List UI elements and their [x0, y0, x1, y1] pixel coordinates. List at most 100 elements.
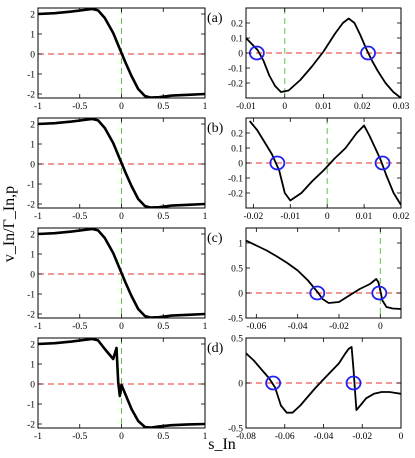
y-tick-label: 0 — [30, 381, 35, 391]
y-tick-label: 2 — [30, 341, 35, 351]
y-tick-label: -2 — [27, 311, 35, 321]
x-tick-label: 0 — [282, 102, 287, 112]
y-tick-label: -0.1 — [228, 175, 243, 185]
y-tick-label: 0 — [238, 50, 243, 60]
y-tick-label: -2 — [27, 91, 35, 101]
panel-label: (d) — [207, 341, 224, 356]
y-tick-label: -0.2 — [228, 80, 243, 90]
x-tick-label: 1 — [203, 432, 208, 442]
x-tick-label: -0.02 — [352, 432, 372, 442]
y-tick-label: -0.5 — [228, 315, 243, 325]
series-line — [249, 120, 401, 206]
fixed-point-marker — [360, 45, 376, 61]
x-tick-label: -0.08 — [236, 432, 256, 442]
x-tick-label: -0.01 — [236, 102, 256, 112]
fixed-point-marker — [345, 375, 362, 391]
x-tick-label: -0.01 — [280, 212, 300, 222]
x-tick-label: 0.01 — [356, 212, 373, 222]
x-tick-label: -1 — [34, 432, 42, 442]
x-tick-label: 1 — [203, 102, 208, 112]
series-line — [38, 338, 205, 428]
y-tick-label: 0.5 — [231, 265, 243, 275]
series-line — [38, 118, 205, 208]
x-tick-label: 0.5 — [157, 432, 169, 442]
panel-right-4: -0.08 -0.06 -0.04 -0.02 0 -0.5 0 0.5 (d) — [207, 335, 404, 443]
x-tick-label: 0 — [399, 432, 404, 442]
y-tick-label: 0 — [238, 160, 243, 170]
panel-label: (a) — [207, 11, 223, 26]
y-tick-label: 0 — [30, 271, 35, 281]
x-tick-label: 0 — [119, 212, 124, 222]
y-tick-label: 1 — [30, 31, 35, 41]
fixed-point-marker — [371, 285, 388, 301]
x-tick-label: -1 — [34, 212, 42, 222]
x-tick-label: -0.02 — [329, 322, 349, 332]
x-tick-label: -0.5 — [72, 212, 87, 222]
y-tick-label: 0.5 — [231, 335, 243, 345]
x-tick-label: 0.02 — [354, 102, 371, 112]
y-tick-label: -0.2 — [228, 190, 243, 200]
x-tick-label: -0.06 — [275, 432, 295, 442]
y-tick-label: 1 — [238, 240, 243, 250]
x-tick-label: 1 — [203, 322, 208, 332]
series-line — [246, 17, 401, 98]
x-tick-label: 0.5 — [157, 102, 169, 112]
x-tick-label: -0.04 — [288, 322, 308, 332]
y-tick-label: 1 — [30, 361, 35, 371]
y-tick-label: 2 — [30, 231, 35, 241]
x-tick-label: 0 — [119, 432, 124, 442]
y-tick-label: 1 — [30, 251, 35, 261]
y-tick-label: 0.1 — [231, 145, 243, 155]
y-tick-label: 0 — [30, 161, 35, 171]
fixed-point-marker — [374, 155, 391, 171]
y-tick-label: 0.2 — [231, 20, 243, 30]
x-tick-label: 0.5 — [157, 212, 169, 222]
x-tick-label: -1 — [34, 322, 42, 332]
y-tick-label: 0 — [238, 290, 243, 300]
fixed-point-marker — [265, 375, 282, 391]
y-axis-label: v_In/Γ_In,p — [1, 186, 18, 262]
x-tick-label: 0.03 — [393, 102, 410, 112]
y-tick-label: -2 — [27, 421, 35, 431]
y-tick-label: 2 — [30, 11, 35, 21]
x-tick-label: 0.01 — [315, 102, 332, 112]
y-tick-label: 0.1 — [231, 35, 243, 45]
x-axis-label: s_In — [208, 436, 236, 453]
series-line — [38, 8, 205, 98]
series-line — [246, 346, 401, 414]
panel-right-3: -0.06 -0.04 -0.02 0 -0.5 0 0.5 1 (c) — [207, 227, 402, 332]
y-tick-label: 0.2 — [231, 130, 243, 140]
y-tick-label: 0 — [238, 380, 243, 390]
x-tick-label: 0.5 — [157, 322, 169, 332]
y-tick-label: 1 — [30, 141, 35, 151]
y-tick-label: -0.1 — [228, 65, 243, 75]
x-tick-label: -0.02 — [243, 212, 263, 222]
y-tick-label: -1 — [27, 401, 35, 411]
y-tick-label: 0 — [30, 51, 35, 61]
x-tick-label: 1 — [203, 212, 208, 222]
panel-right-2: -0.02 -0.01 0 0.01 0.02 -0.2 -0.1 0 0.1 0.2 (b) — [207, 117, 410, 222]
axes-frame — [245, 227, 402, 319]
panel-right-1: -0.01 0 0.01 0.02 0.03 -0.2 -0.1 0 0.1 0.2 (a) — [207, 7, 410, 112]
series-line — [38, 228, 205, 318]
y-tick-label: -1 — [27, 181, 35, 191]
y-tick-label: 2 — [30, 121, 35, 131]
fixed-point-marker — [269, 155, 286, 171]
y-tick-label: -1 — [27, 291, 35, 301]
x-tick-label: 0 — [378, 322, 383, 332]
series-line — [246, 239, 401, 310]
x-tick-label: -0.04 — [314, 432, 334, 442]
x-tick-label: -1 — [34, 102, 42, 112]
panel-label: (c) — [207, 231, 223, 246]
y-tick-label: -1 — [27, 71, 35, 81]
x-tick-label: -0.06 — [246, 322, 266, 332]
x-tick-label: -0.5 — [72, 322, 87, 332]
x-tick-label: 0 — [119, 102, 124, 112]
x-tick-label: -0.5 — [72, 102, 87, 112]
x-tick-label: -0.5 — [72, 432, 87, 442]
